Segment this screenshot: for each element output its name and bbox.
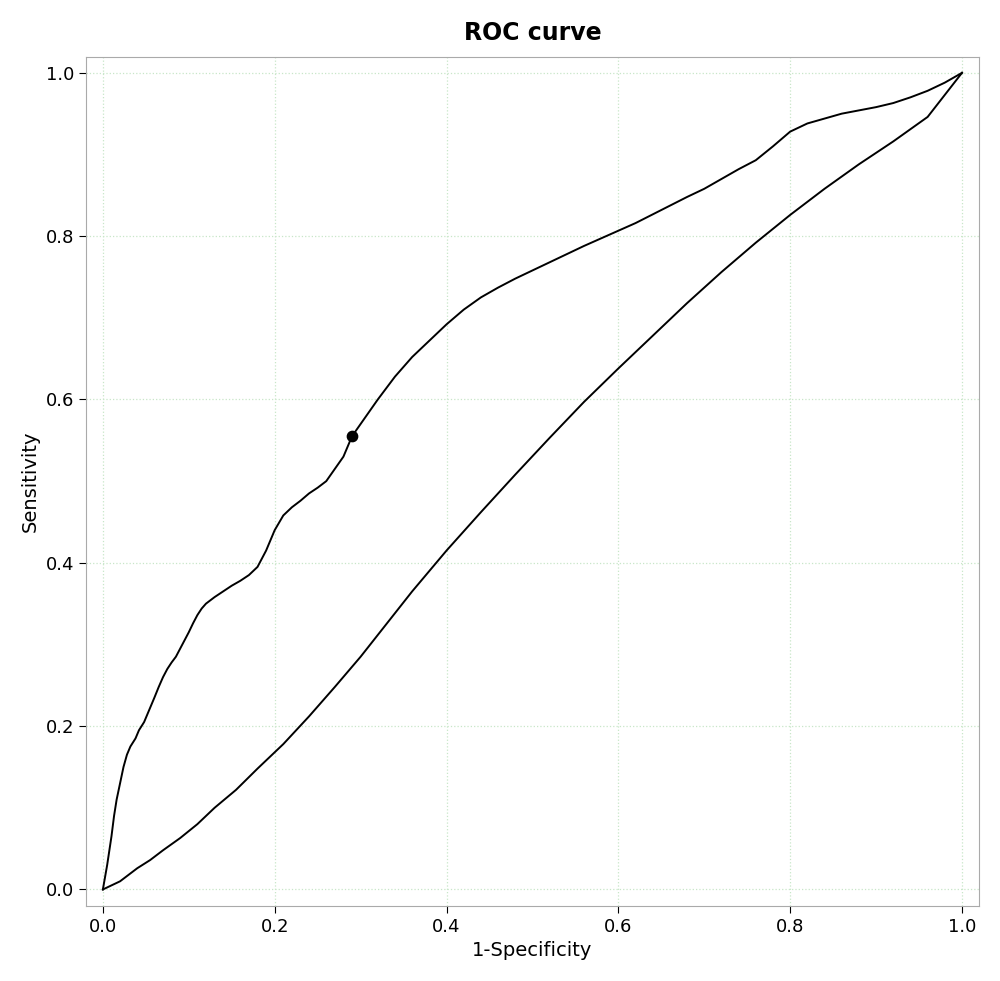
Point bbox=[344, 429, 360, 444]
Title: ROC curve: ROC curve bbox=[464, 21, 601, 45]
Y-axis label: Sensitivity: Sensitivity bbox=[21, 431, 40, 532]
X-axis label: 1-Specificity: 1-Specificity bbox=[472, 941, 593, 960]
